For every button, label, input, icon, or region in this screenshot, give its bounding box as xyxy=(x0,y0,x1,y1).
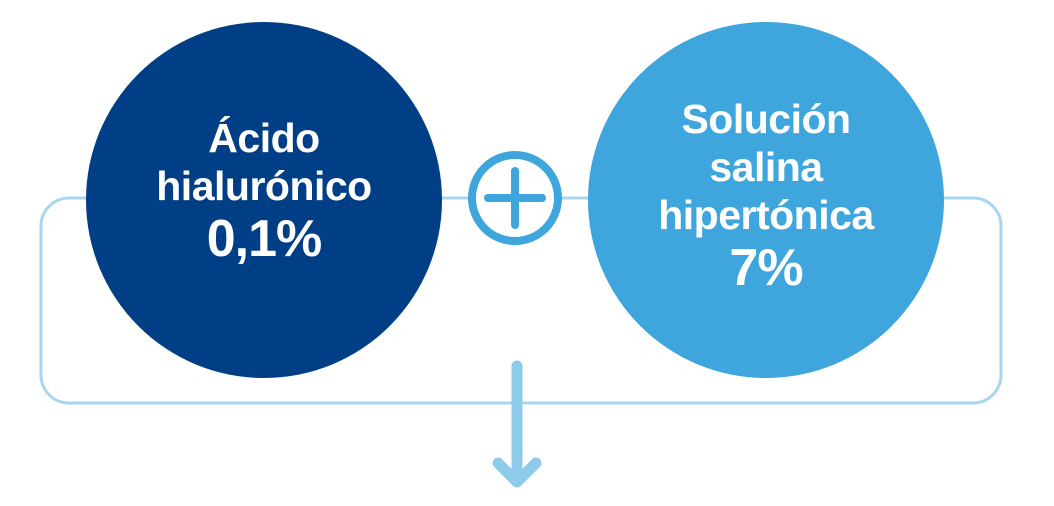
saline-solution-label-line2: salina xyxy=(709,144,823,190)
saline-solution-label-line1: Solución xyxy=(681,96,851,142)
hyaluronic-acid-value: 0,1% xyxy=(206,210,323,268)
saline-solution-label-line3: hipertónica xyxy=(658,192,874,238)
hyaluronic-acid-label-line1: Ácido xyxy=(208,115,320,161)
saline-solution-value: 7% xyxy=(729,239,803,297)
hyaluronic-acid-label-line2: hialurónico xyxy=(156,163,372,209)
hyaluronic-acid-circle: Ácido hialurónico 0,1% xyxy=(86,22,442,378)
saline-solution-circle: Solución salina hipertónica 7% xyxy=(588,22,944,378)
hyaluronic-acid-content: Ácido hialurónico 0,1% xyxy=(156,114,372,268)
saline-solution-content: Solución salina hipertónica 7% xyxy=(658,95,874,297)
arrow-down-icon xyxy=(492,360,542,488)
plus-icon xyxy=(468,151,562,245)
